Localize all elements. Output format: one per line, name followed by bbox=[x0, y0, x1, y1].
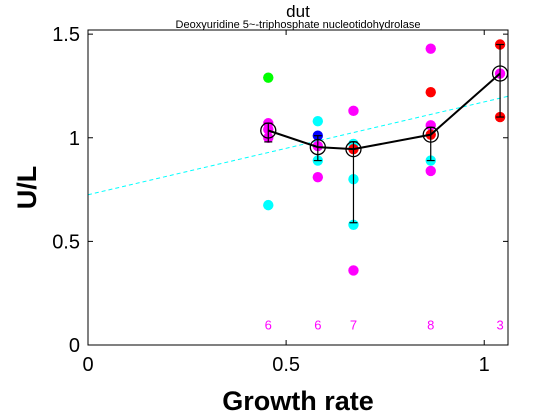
count-label: 7 bbox=[350, 317, 357, 332]
mean-marker bbox=[309, 138, 326, 156]
mean-marker bbox=[260, 122, 277, 139]
x-tick-label: 0 bbox=[82, 354, 93, 376]
fit-line bbox=[88, 95, 508, 196]
x-axis-label: Growth rate bbox=[222, 386, 374, 416]
chart-subtitle: Deoxyuridine 5~-triphosphate nucleotidoh… bbox=[176, 19, 421, 31]
scatter-point bbox=[348, 265, 359, 276]
y-tick-label: 0.5 bbox=[52, 231, 80, 253]
y-tick-label: 1 bbox=[69, 128, 80, 150]
scatter-point bbox=[312, 171, 324, 183]
scatter-point bbox=[312, 115, 324, 127]
scatter-point bbox=[348, 105, 359, 117]
mean-marker bbox=[422, 126, 439, 143]
scatter-point bbox=[425, 165, 436, 177]
mean-line bbox=[267, 72, 501, 151]
scatter-point bbox=[425, 86, 436, 98]
y-axis-label: U/L bbox=[12, 166, 42, 210]
chart-title: dut bbox=[286, 2, 310, 21]
count-label: 8 bbox=[427, 317, 434, 332]
count-label: 6 bbox=[265, 317, 272, 332]
ticks-layer: 0 0.5 1 0 0.5 1 1.5 bbox=[52, 24, 508, 376]
plot-area bbox=[88, 30, 508, 345]
x-tick-label: 1 bbox=[479, 354, 490, 376]
y-tick-label: 1.5 bbox=[52, 24, 80, 46]
count-label: 6 bbox=[314, 317, 321, 332]
plot-frame bbox=[87, 29, 509, 346]
count-label: 3 bbox=[496, 317, 503, 332]
y-tick-label: 0 bbox=[69, 335, 80, 357]
scatter-point bbox=[263, 199, 274, 211]
mean-marker bbox=[345, 141, 362, 158]
scatter-point bbox=[263, 72, 274, 83]
fit-line-layer bbox=[88, 95, 508, 196]
x-tick-label: 0.5 bbox=[272, 354, 300, 376]
count-labels-layer: 6 6 7 8 3 bbox=[265, 317, 504, 332]
scatter-point bbox=[425, 43, 436, 54]
